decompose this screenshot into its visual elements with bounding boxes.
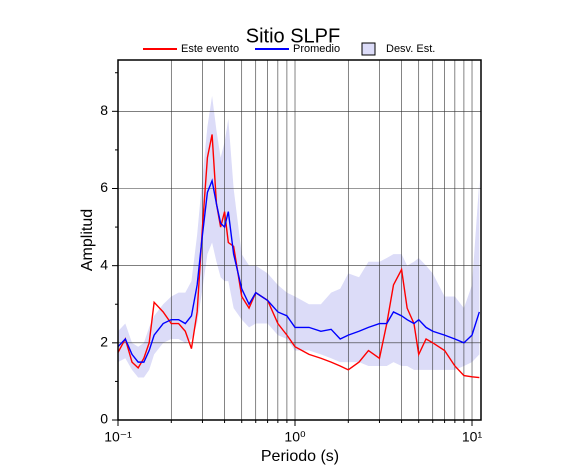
x-tick-label: 10⁰ — [284, 429, 306, 445]
legend-swatch — [361, 42, 376, 56]
x-axis-label: Periodo (s) — [261, 448, 339, 465]
y-tick-label: 0 — [100, 411, 108, 427]
legend-label: Desv. Est. — [386, 43, 435, 55]
legend-label: Promedio — [293, 43, 340, 55]
y-tick-label: 8 — [100, 102, 108, 118]
chart-title: Sitio SLPF — [246, 25, 340, 47]
y-tick-label: 4 — [100, 256, 108, 272]
x-tick-label: 10¹ — [462, 429, 483, 445]
x-tick-label: 10⁻¹ — [104, 429, 132, 445]
y-axis-label: Amplitud — [79, 209, 96, 271]
std-band — [118, 95, 480, 378]
y-tick-label: 2 — [100, 334, 108, 350]
series-line — [117, 178, 481, 363]
plot-frame — [117, 59, 482, 421]
y-tick-label: 6 — [100, 179, 108, 195]
legend-label: Este evento — [181, 43, 239, 55]
